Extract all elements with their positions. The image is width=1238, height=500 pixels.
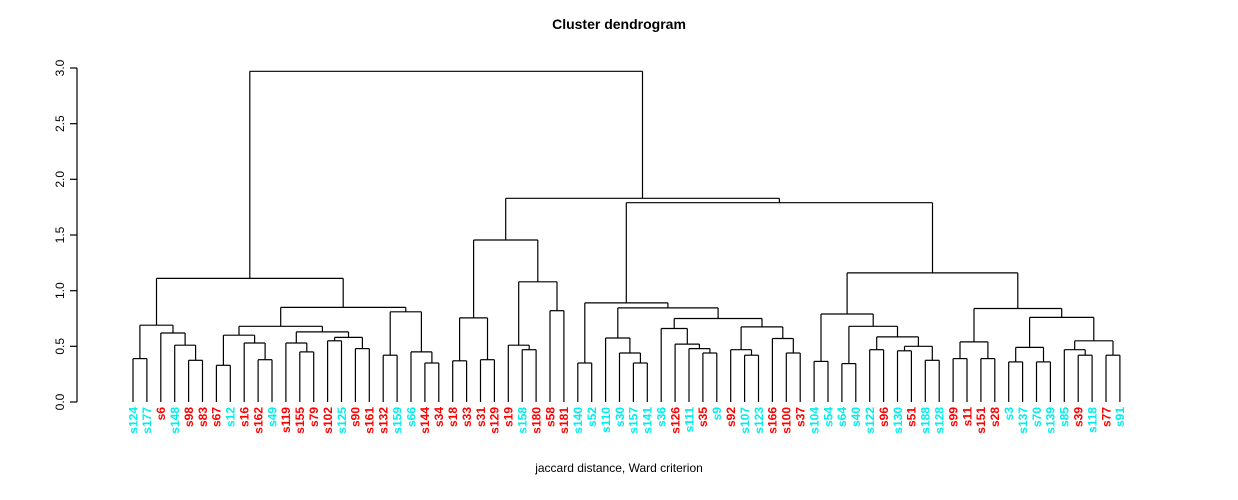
leaf-label-s180: s180 bbox=[529, 407, 543, 434]
y-axis: 0.0 0.5 1.0 1.5 2.0 2.5 3.0 bbox=[53, 59, 78, 410]
leaf-label-s92: s92 bbox=[724, 407, 738, 427]
leaf-label-s79: s79 bbox=[307, 407, 321, 427]
leaf-label-s102: s102 bbox=[321, 407, 335, 434]
leaf-label-s11: s11 bbox=[960, 407, 974, 427]
leaf-label-s77: s77 bbox=[1099, 407, 1113, 427]
leaf-label-s132: s132 bbox=[377, 407, 391, 434]
leaf-label-s124: s124 bbox=[126, 407, 140, 434]
leaf-label-s144: s144 bbox=[418, 407, 432, 434]
leaf-label-s157: s157 bbox=[627, 407, 641, 434]
leaf-label-s52: s52 bbox=[585, 407, 599, 427]
leaf-label-s91: s91 bbox=[1113, 407, 1127, 427]
leaf-label-s51: s51 bbox=[905, 407, 919, 427]
chart-title: Cluster dendrogram bbox=[552, 16, 686, 32]
leaf-labels: s124 s177 s6 s148 s98 s83 s67 s12 s16 s162 s49 s119… bbox=[126, 407, 1127, 434]
leaf-label-s70: s70 bbox=[1030, 407, 1044, 427]
leaf-label-s122: s122 bbox=[863, 407, 877, 434]
leaf-label-s35: s35 bbox=[696, 407, 710, 427]
y-axis-tick-label: 1.0 bbox=[53, 282, 67, 299]
leaf-label-s67: s67 bbox=[210, 407, 224, 427]
leaf-label-s39: s39 bbox=[1072, 407, 1086, 427]
leaf-label-s155: s155 bbox=[293, 407, 307, 434]
leaf-label-s99: s99 bbox=[946, 407, 960, 427]
y-axis-tick-label: 1.5 bbox=[53, 226, 67, 243]
leaf-label-s118: s118 bbox=[1085, 407, 1099, 433]
y-axis-tick-label: 2.5 bbox=[53, 115, 67, 132]
leaf-label-s34: s34 bbox=[432, 407, 446, 427]
y-axis-tick-label: 2.0 bbox=[53, 171, 67, 188]
leaf-label-s148: s148 bbox=[168, 407, 182, 434]
leaf-label-s166: s166 bbox=[766, 407, 780, 434]
y-axis-tick-label: 0.0 bbox=[53, 393, 67, 410]
leaf-label-s188: s188 bbox=[919, 407, 933, 434]
leaf-label-s129: s129 bbox=[488, 407, 502, 434]
leaf-label-s104: s104 bbox=[807, 407, 821, 434]
leaf-label-s162: s162 bbox=[251, 407, 265, 434]
x-axis-caption: jaccard distance, Ward criterion bbox=[535, 461, 703, 475]
leaf-label-s40: s40 bbox=[849, 407, 863, 427]
leaf-label-s151: s151 bbox=[974, 407, 988, 434]
leaf-label-s141: s141 bbox=[641, 407, 655, 434]
leaf-label-s12: s12 bbox=[224, 407, 238, 427]
leaf-label-s110: s110 bbox=[599, 407, 613, 433]
leaf-label-s33: s33 bbox=[460, 407, 474, 427]
leaf-label-s9: s9 bbox=[710, 407, 724, 421]
leaf-label-s83: s83 bbox=[196, 407, 210, 427]
leaf-label-s128: s128 bbox=[933, 407, 947, 434]
leaf-label-s31: s31 bbox=[474, 407, 488, 427]
leaf-label-s139: s139 bbox=[1044, 407, 1058, 434]
leaf-label-s107: s107 bbox=[738, 407, 752, 434]
leaf-label-s161: s161 bbox=[363, 407, 377, 434]
leaf-label-s85: s85 bbox=[1058, 407, 1072, 427]
leaf-label-s123: s123 bbox=[752, 407, 766, 434]
y-axis-tick-label: 0.5 bbox=[53, 338, 67, 355]
leaf-label-s126: s126 bbox=[668, 407, 682, 434]
leaf-label-s30: s30 bbox=[613, 407, 627, 427]
y-axis-tick-label: 3.0 bbox=[53, 59, 67, 76]
leaf-label-s177: s177 bbox=[140, 407, 154, 434]
leaf-label-s49: s49 bbox=[265, 407, 279, 427]
leaf-label-s181: s181 bbox=[557, 407, 571, 434]
leaf-label-s37: s37 bbox=[794, 407, 808, 427]
leaf-label-s66: s66 bbox=[404, 407, 418, 427]
leaf-label-s137: s137 bbox=[1016, 407, 1030, 434]
leaf-label-s3: s3 bbox=[1002, 407, 1016, 421]
leaf-label-s28: s28 bbox=[988, 407, 1002, 427]
leaf-label-s130: s130 bbox=[891, 407, 905, 434]
leaf-label-s96: s96 bbox=[877, 407, 891, 427]
leaf-label-s125: s125 bbox=[335, 407, 349, 434]
leaf-label-s119: s119 bbox=[279, 407, 293, 433]
leaf-label-s16: s16 bbox=[238, 407, 252, 427]
leaf-label-s140: s140 bbox=[571, 407, 585, 434]
dendrogram-links bbox=[132, 70, 1121, 402]
leaf-label-s19: s19 bbox=[502, 407, 516, 427]
leaf-label-s54: s54 bbox=[821, 407, 835, 427]
leaf-label-s36: s36 bbox=[655, 407, 669, 427]
leaf-label-s100: s100 bbox=[780, 407, 794, 434]
leaf-label-s64: s64 bbox=[835, 407, 849, 427]
leaf-label-s18: s18 bbox=[446, 407, 460, 427]
leaf-label-s111: s111 bbox=[682, 407, 696, 433]
leaf-label-s159: s159 bbox=[390, 407, 404, 434]
leaf-label-s98: s98 bbox=[182, 407, 196, 427]
leaf-label-s58: s58 bbox=[543, 407, 557, 427]
leaf-label-s6: s6 bbox=[154, 407, 168, 421]
leaf-label-s158: s158 bbox=[516, 407, 530, 434]
leaf-label-s90: s90 bbox=[349, 407, 363, 427]
